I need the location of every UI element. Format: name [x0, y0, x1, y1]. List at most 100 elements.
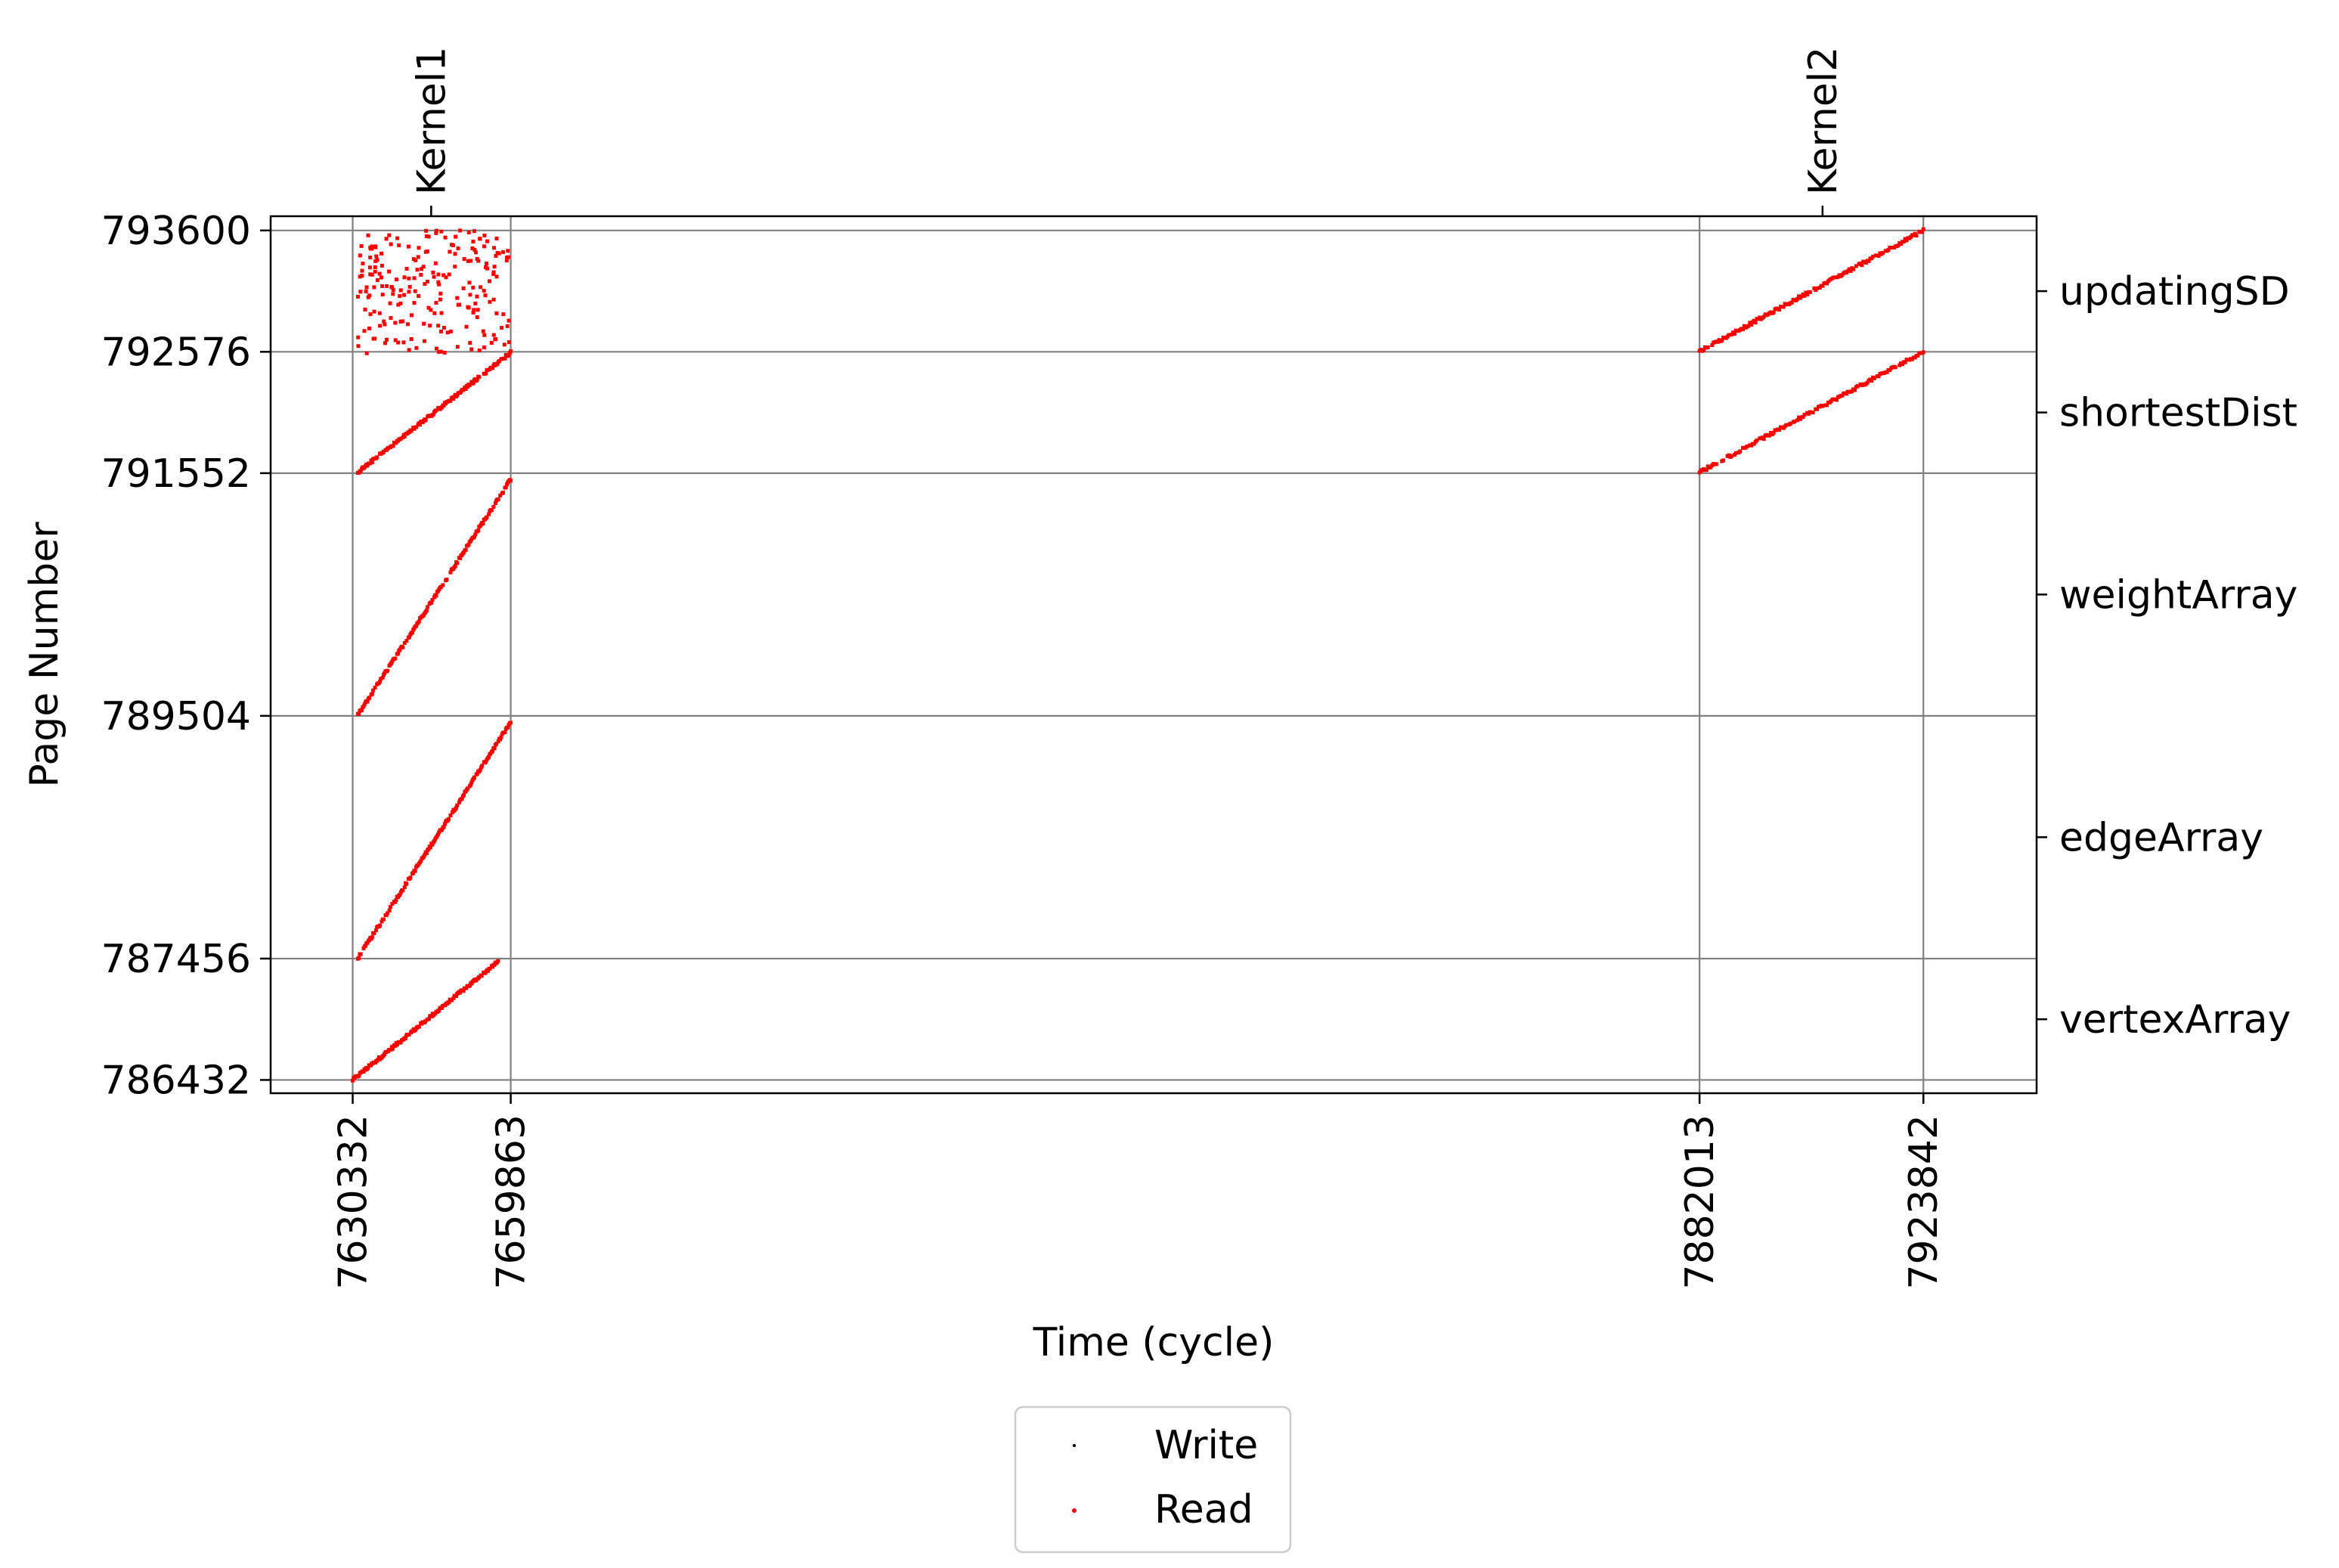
right-tick-label: updatingSD — [2059, 269, 2290, 315]
read-point — [476, 308, 480, 312]
read-point — [1804, 290, 1808, 295]
read-point — [367, 265, 372, 270]
read-point — [426, 847, 431, 851]
read-point — [1753, 321, 1758, 325]
read-point — [412, 276, 417, 280]
read-point — [409, 337, 414, 342]
read-point — [401, 435, 405, 440]
read-point — [485, 239, 490, 243]
read-point — [466, 786, 470, 791]
read-point — [1901, 240, 1906, 244]
y-axis-label: Page Number — [22, 522, 67, 788]
read-point — [1733, 451, 1738, 455]
read-point — [379, 275, 383, 280]
read-point — [426, 605, 430, 609]
read-point — [389, 444, 394, 448]
read-point — [436, 272, 441, 277]
read-point — [401, 293, 406, 297]
read-point — [441, 325, 446, 330]
y-tick-label: 787456 — [101, 937, 251, 982]
read-point — [365, 699, 370, 704]
y-tick-label: 786432 — [101, 1058, 251, 1103]
read-point — [393, 338, 398, 342]
read-point — [428, 845, 432, 850]
read-point — [441, 273, 446, 277]
read-point — [487, 512, 491, 516]
read-point — [1761, 315, 1766, 319]
read-point — [1873, 253, 1878, 258]
read-point — [396, 340, 401, 345]
read-point — [491, 272, 496, 277]
read-point — [407, 1033, 411, 1037]
read-point — [387, 233, 392, 237]
y-tick-label: 792576 — [101, 330, 251, 375]
read-point — [394, 897, 398, 902]
read-point — [1896, 243, 1901, 248]
read-point — [401, 340, 406, 345]
read-point — [455, 803, 460, 807]
read-point — [453, 265, 457, 269]
y-tick-label: 791552 — [101, 451, 251, 497]
right-tick-label: weightArray — [2059, 572, 2297, 618]
read-point — [404, 882, 409, 886]
read-point — [1746, 324, 1751, 328]
read-point — [423, 339, 427, 343]
read-point — [1805, 293, 1810, 297]
read-point — [412, 301, 417, 305]
read-point — [494, 742, 499, 746]
read-point — [464, 986, 469, 990]
read-point — [373, 928, 378, 932]
read-point — [1815, 407, 1820, 411]
read-point — [384, 337, 389, 342]
read-point — [491, 965, 495, 969]
read-point — [1871, 254, 1876, 259]
read-point — [457, 800, 461, 804]
read-point — [1733, 328, 1738, 333]
read-point — [444, 275, 448, 280]
read-point — [415, 268, 420, 272]
read-point — [366, 233, 370, 237]
read-point — [398, 294, 402, 299]
read-point — [361, 946, 366, 950]
read-point — [422, 321, 426, 326]
read-point — [454, 993, 459, 998]
read-point — [503, 485, 508, 490]
read-point — [1745, 444, 1749, 448]
read-point — [359, 244, 364, 249]
read-point — [380, 284, 385, 288]
read-point — [501, 249, 506, 254]
read-point — [361, 262, 365, 266]
read-point — [407, 284, 412, 289]
read-point — [1748, 321, 1752, 325]
read-point — [367, 937, 372, 942]
read-point — [416, 255, 420, 259]
right-tick-label: vertexArray — [2059, 997, 2291, 1043]
read-point — [407, 244, 411, 249]
read-point — [472, 535, 477, 539]
read-point — [364, 351, 369, 355]
read-point — [1740, 327, 1745, 332]
read-point — [491, 748, 495, 753]
read-point — [1730, 454, 1734, 458]
read-point — [382, 917, 386, 922]
read-point — [358, 274, 362, 279]
read-point — [448, 813, 453, 818]
read-point — [500, 490, 505, 494]
read-point — [472, 247, 477, 252]
read-point — [424, 234, 429, 239]
read-point — [441, 583, 445, 587]
read-point — [470, 246, 475, 250]
read-point — [1808, 410, 1812, 414]
read-point — [502, 342, 507, 347]
read-point — [1886, 248, 1891, 253]
read-point — [1867, 259, 1871, 263]
read-point — [1903, 360, 1907, 364]
read-point — [1778, 305, 1783, 309]
read-point — [1865, 380, 1870, 385]
read-point — [434, 408, 438, 413]
top-tick-label: Kernel2 — [1801, 47, 1846, 195]
read-point — [388, 301, 392, 305]
legend-read-label: Read — [1154, 1487, 1253, 1532]
read-point — [370, 692, 374, 696]
read-point — [1921, 227, 1925, 231]
